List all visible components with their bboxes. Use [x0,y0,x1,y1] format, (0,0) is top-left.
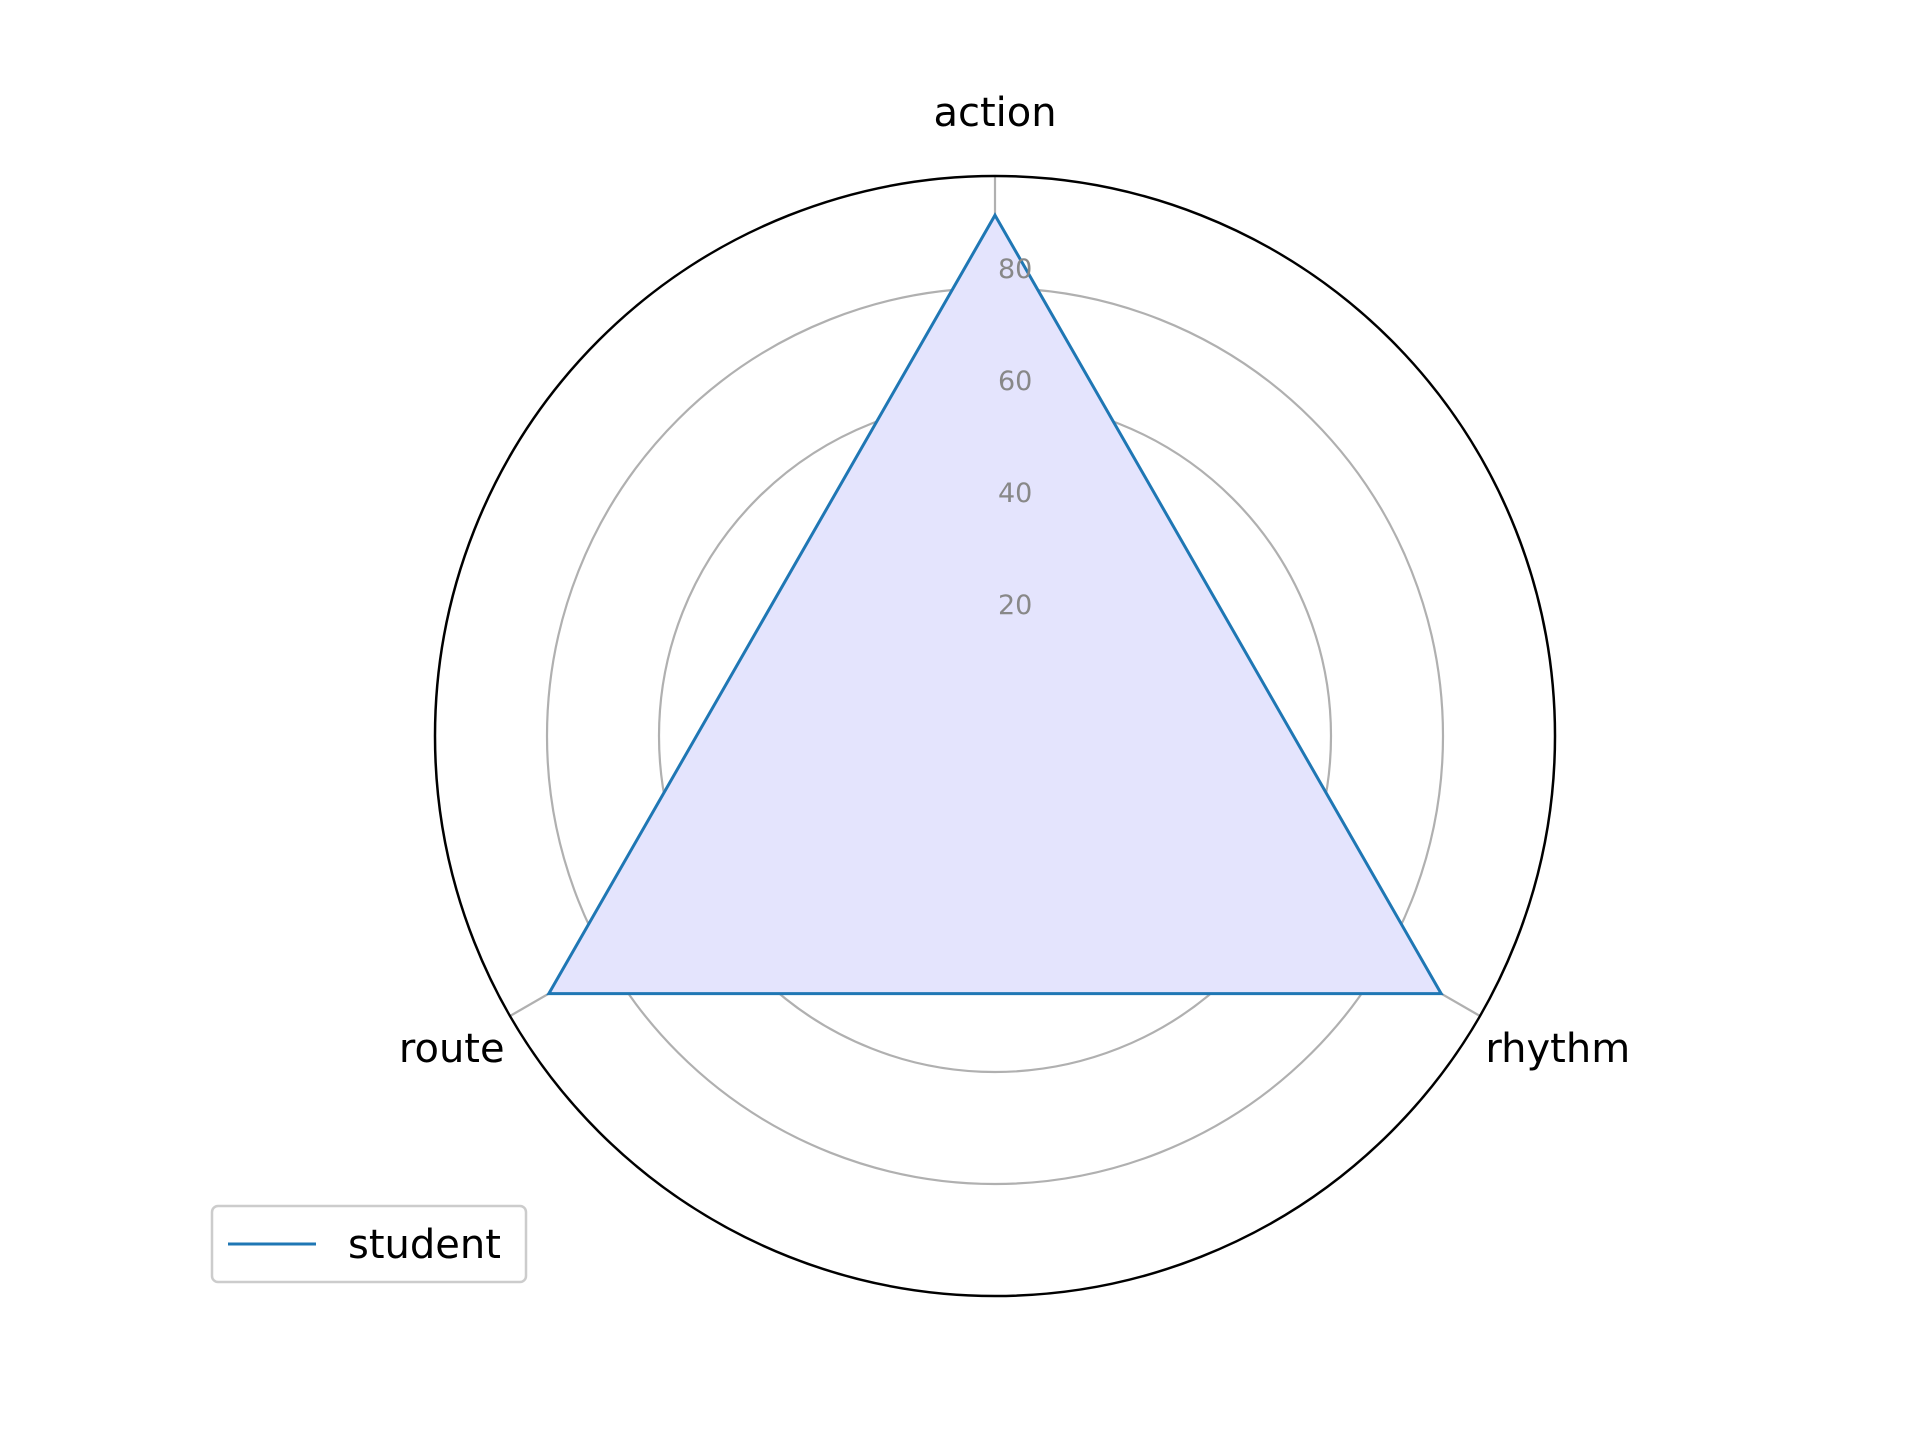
axis-label-layer: action rhythm route [399,90,1630,1072]
r-tick-label-80: 80 [998,254,1032,285]
legend-box [210,1204,528,1284]
outer-frame-circle [433,174,1557,1298]
series-fill-student [548,215,1442,994]
legend-label-student: student [348,1222,501,1268]
series-layer [546,212,1444,996]
frame-layer [433,174,1557,1298]
r-tick-label-20: 20 [998,590,1032,621]
axis-label-route: route [399,1026,505,1072]
r-tick-label-60: 60 [998,366,1032,397]
tick-label-layer: 20 40 60 80 [998,254,1032,621]
legend: student [210,1204,528,1284]
series-line-student [546,212,1444,996]
r-tick-label-40: 40 [998,478,1032,509]
axis-label-action: action [933,90,1056,136]
axis-label-rhythm: rhythm [1485,1026,1630,1072]
